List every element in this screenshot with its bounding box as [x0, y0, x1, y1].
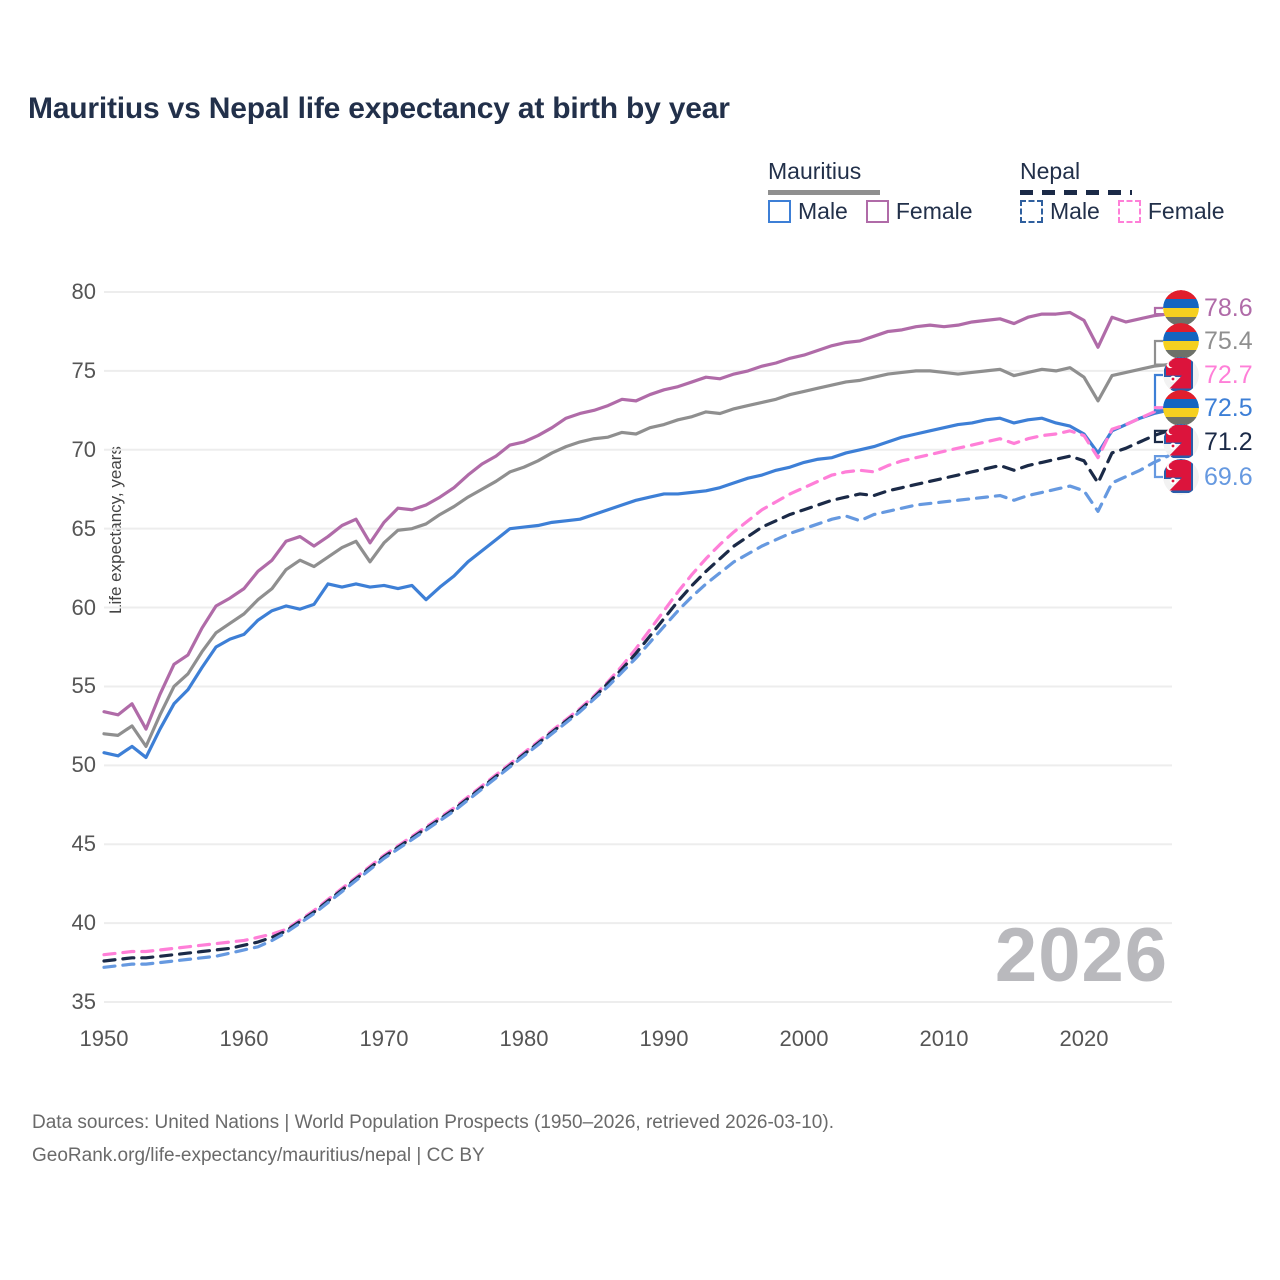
series-leader-line [1153, 373, 1168, 412]
series-end-label: 71.2 [1163, 424, 1253, 460]
y-axis-tick-label: 55 [71, 673, 96, 699]
legend-label: Male [798, 198, 848, 224]
series-end-label: 72.7 [1163, 357, 1253, 393]
series-end-value: 72.5 [1204, 393, 1253, 422]
x-axis-tick-label: 1960 [219, 1026, 269, 1051]
legend-country-nepal: Nepal [1020, 158, 1081, 184]
legend-label: Male [1050, 198, 1100, 224]
y-axis-tick-label: 60 [71, 594, 96, 620]
legend-label: Female [895, 198, 973, 224]
series-line [102, 408, 1170, 760]
legend-swatch-icon [865, 200, 889, 223]
y-axis-tick-label: 75 [71, 357, 96, 383]
series-end-label: 69.6 [1163, 459, 1253, 495]
series-leader-line [1153, 406, 1168, 410]
series-end-label: 78.6 [1163, 290, 1253, 326]
x-axis-tick-label: 1950 [79, 1026, 129, 1051]
series-end-value: 78.6 [1204, 293, 1253, 322]
legend-swatch-icon [1117, 200, 1141, 223]
series-end-label: 72.5 [1163, 390, 1253, 426]
legend-label: Female [1147, 198, 1225, 224]
series-end-value: 75.4 [1204, 326, 1253, 355]
x-axis-tick-label: 1990 [639, 1026, 689, 1051]
x-axis-tick-label: 1970 [359, 1026, 409, 1051]
chart-footer: Data sources: United Nations | World Pop… [32, 1106, 834, 1173]
mauritius-flag-icon [1163, 390, 1199, 426]
x-axis-tick-label: 2010 [919, 1026, 969, 1051]
series-end-value: 71.2 [1204, 427, 1253, 456]
legend-group-mauritius: Mauritius Male Female [768, 158, 973, 224]
y-axis-tick-label: 80 [71, 279, 96, 304]
legend-item-nepal-male[interactable]: Male [1020, 198, 1100, 225]
legend-swatch-icon [768, 200, 791, 223]
legend-rule-nepal [1020, 190, 1132, 195]
x-axis-tick-label: 2020 [1059, 1026, 1109, 1051]
nepal-flag-icon [1163, 357, 1199, 393]
series-leader-line [1153, 306, 1168, 316]
y-axis-tick-label: 65 [71, 515, 96, 541]
legend-country-mauritius: Mauritius [768, 158, 862, 184]
series-line [102, 429, 1170, 963]
footer-sources-line: Data sources: United Nations | World Pop… [32, 1112, 834, 1133]
y-axis-tick-label: 70 [71, 436, 96, 462]
series-line [102, 405, 1170, 957]
series-line [102, 454, 1170, 969]
y-axis-tick-label: 35 [71, 989, 96, 1014]
y-axis-tick-label: 40 [71, 910, 96, 936]
x-axis-tick-label: 1980 [499, 1026, 549, 1051]
legend-items-mauritius: Male Female [768, 198, 973, 225]
series-leader-line [1153, 339, 1168, 366]
legend-rule-mauritius [768, 190, 880, 195]
x-axis-tick-label: 2000 [779, 1026, 829, 1051]
series-leader-line [1153, 455, 1168, 479]
y-axis-tick-label: 50 [71, 752, 96, 778]
legend-swatch-icon [1020, 200, 1043, 223]
chart-title: Mauritius vs Nepal life expectancy at bi… [28, 92, 730, 125]
series-end-value: 72.7 [1204, 360, 1253, 389]
legend-group-nepal: Nepal Male Female [1020, 158, 1225, 224]
mauritius-flag-icon [1163, 290, 1199, 326]
legend-item-nepal-female[interactable]: Female [1117, 198, 1225, 225]
series-leader-line [1153, 429, 1168, 444]
legend-item-mauritius-male[interactable]: Male [768, 198, 848, 225]
nepal-flag-icon [1163, 424, 1199, 460]
chart-legend: Mauritius Male Female Nepal Male [762, 158, 1252, 244]
nepal-flag-icon [1163, 459, 1199, 495]
series-line [102, 310, 1170, 731]
series-line [102, 362, 1170, 748]
year-watermark: 2026 [994, 913, 1168, 998]
footer-attribution-line: GeoRank.org/life-expectancy/mauritius/ne… [32, 1145, 485, 1167]
legend-item-mauritius-female[interactable]: Female [865, 198, 973, 225]
series-end-label: 75.4 [1163, 323, 1253, 359]
series-end-value: 69.6 [1204, 462, 1253, 491]
y-axis-tick-label: 45 [71, 831, 96, 857]
mauritius-flag-icon [1163, 323, 1199, 359]
legend-items-nepal: Male Female [1020, 198, 1225, 225]
